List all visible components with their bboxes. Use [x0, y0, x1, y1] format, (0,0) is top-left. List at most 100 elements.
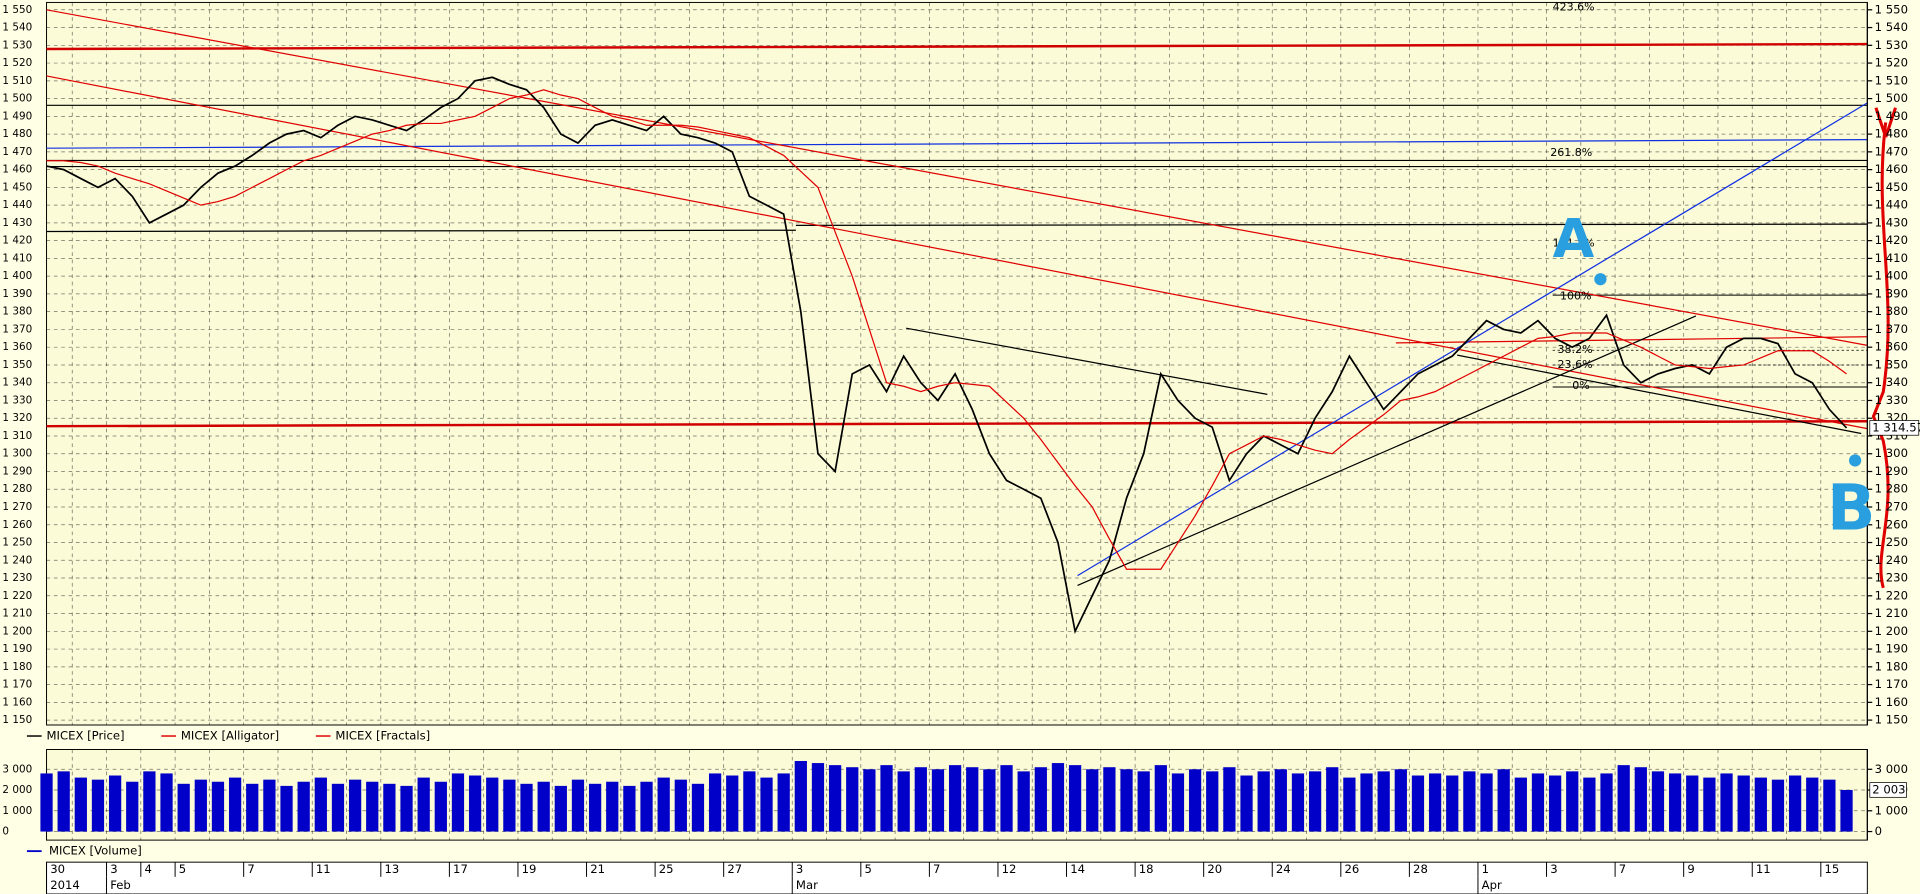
volume-bar	[914, 767, 927, 832]
volume-bar	[726, 775, 739, 832]
fib-label: 100%	[1560, 289, 1591, 302]
fib-label: 23.6%	[1558, 358, 1593, 371]
volume-bar	[348, 779, 362, 832]
volume-bar	[228, 777, 242, 832]
y-tick-label-left: 1 540	[2, 22, 32, 34]
volume-bar	[674, 779, 687, 832]
y-tick-label: 1 230	[1875, 571, 1908, 585]
volume-bar	[434, 781, 447, 832]
volume-bar	[828, 765, 842, 832]
volume-bar	[1788, 775, 1802, 832]
y-tick-label-left: 1 330	[2, 394, 32, 406]
volume-bar	[400, 785, 413, 832]
fib-label: 261.8%	[1550, 146, 1592, 159]
y-tick-label-left: 1 490	[2, 110, 32, 122]
volume-bar	[1360, 773, 1373, 832]
y-tick-label-left: 1 280	[2, 483, 32, 495]
y-tick-label-left: 1 470	[2, 146, 32, 158]
volume-bar	[160, 773, 173, 832]
volume-bar	[1634, 767, 1647, 832]
y-tick-label: 1 290	[1875, 464, 1908, 478]
volume-bar	[554, 785, 567, 832]
legend-label: MICEX [Alligator]	[181, 729, 279, 743]
x-tick-label: 20	[1207, 862, 1222, 876]
y-tick-label-left: 1 310	[2, 430, 32, 442]
y-tick-label: 1 240	[1875, 553, 1908, 567]
trend-line	[46, 75, 1868, 430]
y-tick-label-left: 1 210	[2, 608, 32, 620]
volume-bar	[777, 773, 790, 832]
volume-bar	[1531, 773, 1545, 832]
y-tick-label: 1 180	[1875, 659, 1908, 673]
volume-bar	[623, 785, 636, 832]
volume-bar	[1668, 773, 1682, 832]
x-tick-label: 4	[144, 862, 151, 876]
y-tick-label: 1 280	[1875, 482, 1908, 496]
y-tick-label: 1 350	[1875, 357, 1908, 371]
volume-bar	[126, 781, 139, 832]
x-tick-label: 3	[110, 862, 117, 876]
x-tick-label: 14	[1070, 862, 1085, 876]
volume-bar	[314, 777, 327, 832]
y-tick-label-left: 1 300	[2, 448, 32, 460]
last-volume-label: 2 003	[1872, 782, 1905, 796]
series-line	[46, 76, 1848, 635]
x-tick-label: 27	[727, 862, 742, 876]
volume-bar	[1428, 773, 1442, 832]
volume-bar	[966, 767, 979, 832]
month-label: 2014	[50, 878, 80, 892]
volume-bar	[1034, 767, 1047, 832]
volume-bar	[1068, 765, 1082, 832]
y-tick-label: 1 540	[1875, 20, 1908, 34]
volume-bar	[194, 779, 207, 832]
volume-bar	[606, 781, 619, 832]
volume-bar	[246, 783, 259, 832]
y-tick-label: 1 430	[1875, 215, 1908, 229]
y-tick-label-left: 1 000	[2, 805, 32, 817]
volume-bar	[1394, 769, 1407, 832]
volume-bar	[1137, 771, 1150, 832]
y-tick-label: 1 250	[1875, 535, 1908, 549]
volume-bar	[1411, 775, 1425, 832]
y-tick-label: 1 550	[1875, 2, 1908, 16]
volume-bar	[211, 781, 225, 832]
volume-bar	[1308, 771, 1322, 832]
y-tick-label: 1 340	[1875, 375, 1908, 389]
y-tick-label-left: 1 260	[2, 519, 32, 531]
volume-bar	[1771, 779, 1785, 832]
x-tick-label: 11	[1756, 862, 1771, 876]
volume-bar	[383, 783, 396, 832]
hand-label: B	[1827, 471, 1876, 545]
y-tick-label: 1 300	[1875, 446, 1908, 460]
month-label: Apr	[1482, 878, 1502, 892]
volume-bar	[880, 765, 893, 832]
y-tick-label: 1 260	[1875, 517, 1908, 531]
volume-bar	[417, 777, 430, 832]
last-volume-box	[1869, 782, 1907, 798]
grid	[46, 2, 1868, 841]
volume-bar	[1086, 769, 1099, 832]
y-tick-label-left: 1 410	[2, 252, 32, 264]
y-tick-label-left: 1 360	[2, 341, 32, 353]
volume-bar	[1291, 773, 1305, 832]
reference-lines	[46, 9, 1868, 586]
volume-bar	[1000, 765, 1013, 832]
volume-bar	[1017, 771, 1030, 832]
volume-bar	[1651, 771, 1665, 832]
x-tick-label: 7	[247, 862, 254, 876]
y-tick-label: 1 170	[1875, 677, 1908, 691]
y-tick-label-left: 1 550	[2, 4, 32, 16]
y-tick-label: 1 000	[1875, 803, 1908, 817]
month-label: Mar	[796, 878, 818, 892]
volume-bar	[1566, 771, 1579, 832]
volume-bar	[1823, 779, 1836, 832]
y-tick-label: 1 460	[1875, 162, 1908, 176]
volume-bar	[486, 777, 499, 832]
volume-bar	[846, 767, 859, 832]
y-tick-label: 1 380	[1875, 304, 1908, 318]
volume-bar	[1051, 763, 1065, 832]
volume-bar	[1154, 765, 1167, 832]
y-tick-label-left: 1 250	[2, 537, 32, 549]
y-tick-label: 1 190	[1875, 642, 1908, 656]
y-tick-label-left: 1 380	[2, 306, 32, 318]
